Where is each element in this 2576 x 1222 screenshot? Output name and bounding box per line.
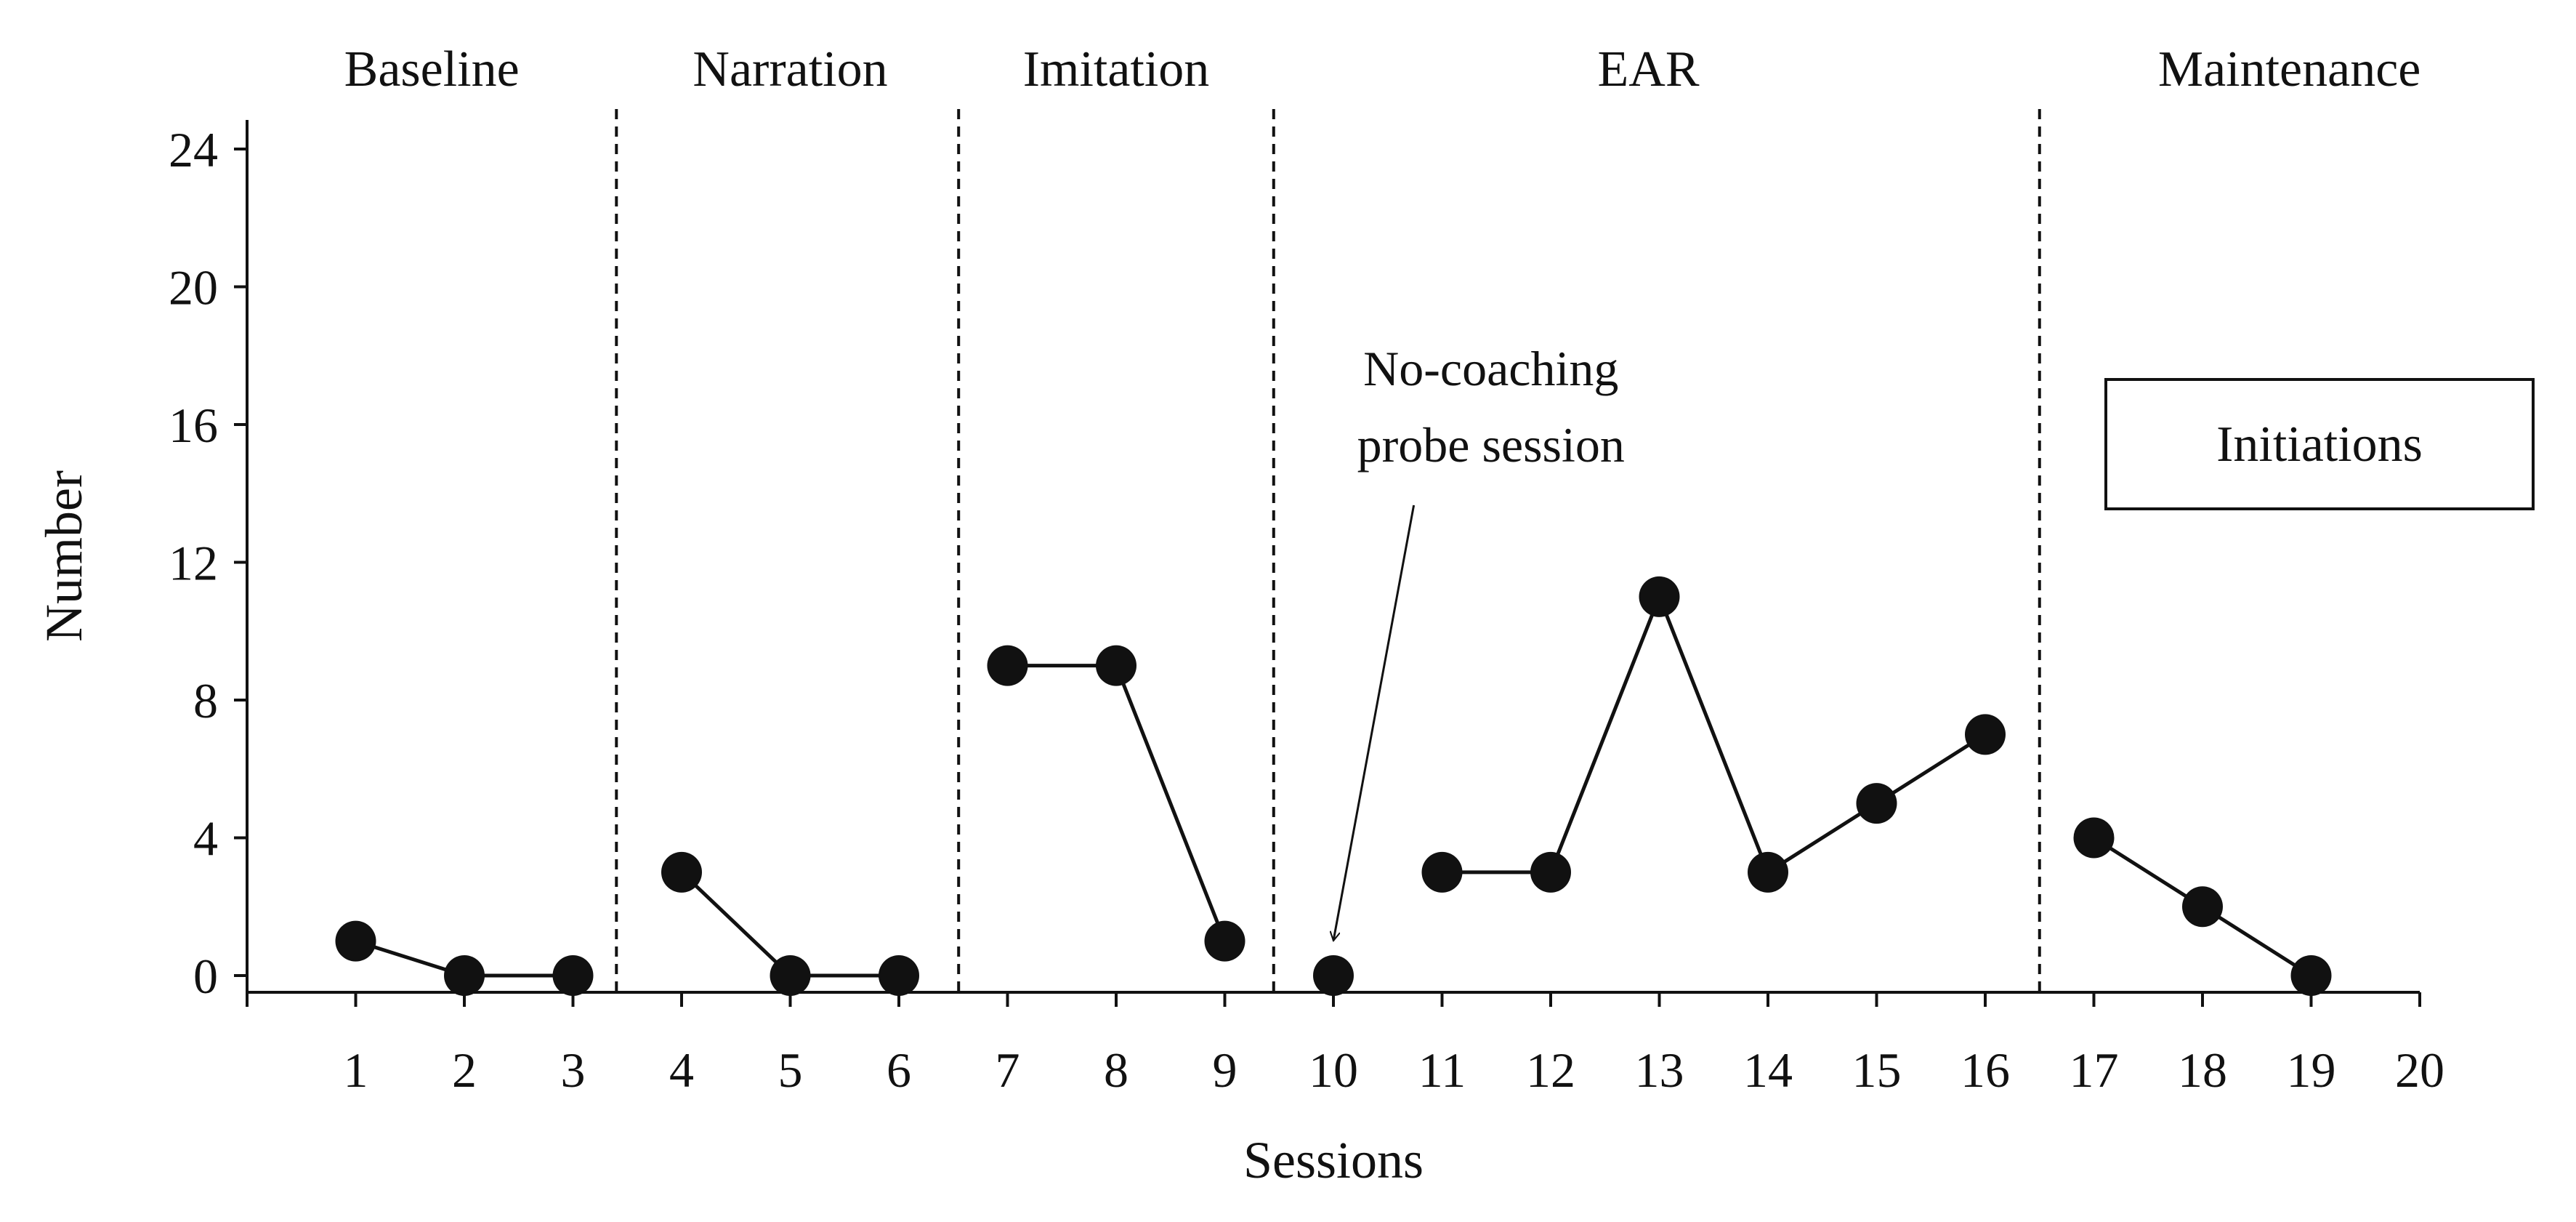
- series-group: [335, 576, 2332, 996]
- x-tick-label: 16: [1961, 1042, 2010, 1098]
- series-line: [1442, 592, 1987, 875]
- data-point: [1204, 920, 1245, 962]
- y-tick-label: 8: [193, 673, 218, 728]
- x-tick-label: 11: [1418, 1042, 1466, 1098]
- phase-label: Imitation: [1023, 41, 1210, 97]
- data-point: [2073, 817, 2115, 859]
- phase-divider-group: [615, 109, 2041, 992]
- data-point: [770, 955, 811, 996]
- data-point: [1856, 783, 1897, 824]
- x-tick-label: 4: [669, 1042, 694, 1098]
- x-tick-label: 12: [1526, 1042, 1575, 1098]
- x-tick-label: 20: [2395, 1042, 2444, 1098]
- y-tick-label: 24: [169, 122, 218, 177]
- x-tick-label: 17: [2070, 1042, 2119, 1098]
- annotation-text-line: probe session: [1357, 417, 1625, 473]
- x-tick-label: 18: [2178, 1042, 2227, 1098]
- phase-label-group: Baseline Narration Imitation EAR Maintenance: [344, 41, 2421, 97]
- x-axis-title: Sessions: [1243, 1131, 1424, 1189]
- x-tick-label: 15: [1852, 1042, 1902, 1098]
- data-point: [1639, 576, 1680, 617]
- data-point: [335, 920, 376, 962]
- x-tick-label: 13: [1635, 1042, 1684, 1098]
- series-line: [1007, 664, 1227, 942]
- y-tick-label: 12: [169, 536, 218, 591]
- legend-box: [2104, 378, 2535, 510]
- data-point: [444, 955, 485, 996]
- data-point: [1313, 955, 1354, 996]
- data-point: [2182, 886, 2223, 928]
- y-tick-label: 0: [193, 949, 218, 1004]
- data-point: [987, 645, 1028, 686]
- x-tick-label: 5: [778, 1042, 803, 1098]
- y-tick-label: 20: [169, 260, 218, 315]
- x-tick-label: 10: [1309, 1042, 1358, 1098]
- phase-label: Baseline: [344, 41, 520, 97]
- x-tick-label: 2: [452, 1042, 477, 1098]
- y-axis-title: Number: [35, 470, 93, 642]
- legend-group: Initiations: [2104, 378, 2535, 510]
- data-point: [2290, 955, 2332, 996]
- data-point: [1748, 851, 1788, 893]
- x-tick-label: 9: [1213, 1042, 1237, 1098]
- x-tick-label: 19: [2287, 1042, 2336, 1098]
- phase-label: EAR: [1598, 41, 1700, 97]
- data-point: [552, 955, 594, 996]
- x-tick-label: 8: [1104, 1042, 1128, 1098]
- legend-label: Initiations: [2216, 417, 2423, 473]
- phase-label: Narration: [693, 41, 887, 97]
- annotation-text-line: No-coaching: [1363, 341, 1618, 396]
- x-tick-label: 14: [1743, 1042, 1793, 1098]
- data-point: [1421, 851, 1463, 893]
- y-tick-label: 16: [169, 398, 218, 453]
- x-tick-label: 1: [344, 1042, 368, 1098]
- data-point: [661, 851, 702, 893]
- x-tick-label: 6: [887, 1042, 911, 1098]
- data-point: [1096, 645, 1136, 686]
- annotation-group: No-coaching probe session: [1333, 341, 1625, 941]
- data-point: [1530, 851, 1571, 893]
- annotation-arrow: [1333, 505, 1416, 941]
- y-tick-label: 4: [193, 811, 218, 867]
- data-point: [879, 955, 919, 996]
- data-point: [1965, 714, 2006, 755]
- x-tick-label: 3: [561, 1042, 586, 1098]
- phase-label: Maintenance: [2158, 41, 2420, 97]
- x-tick-label: 7: [996, 1042, 1020, 1098]
